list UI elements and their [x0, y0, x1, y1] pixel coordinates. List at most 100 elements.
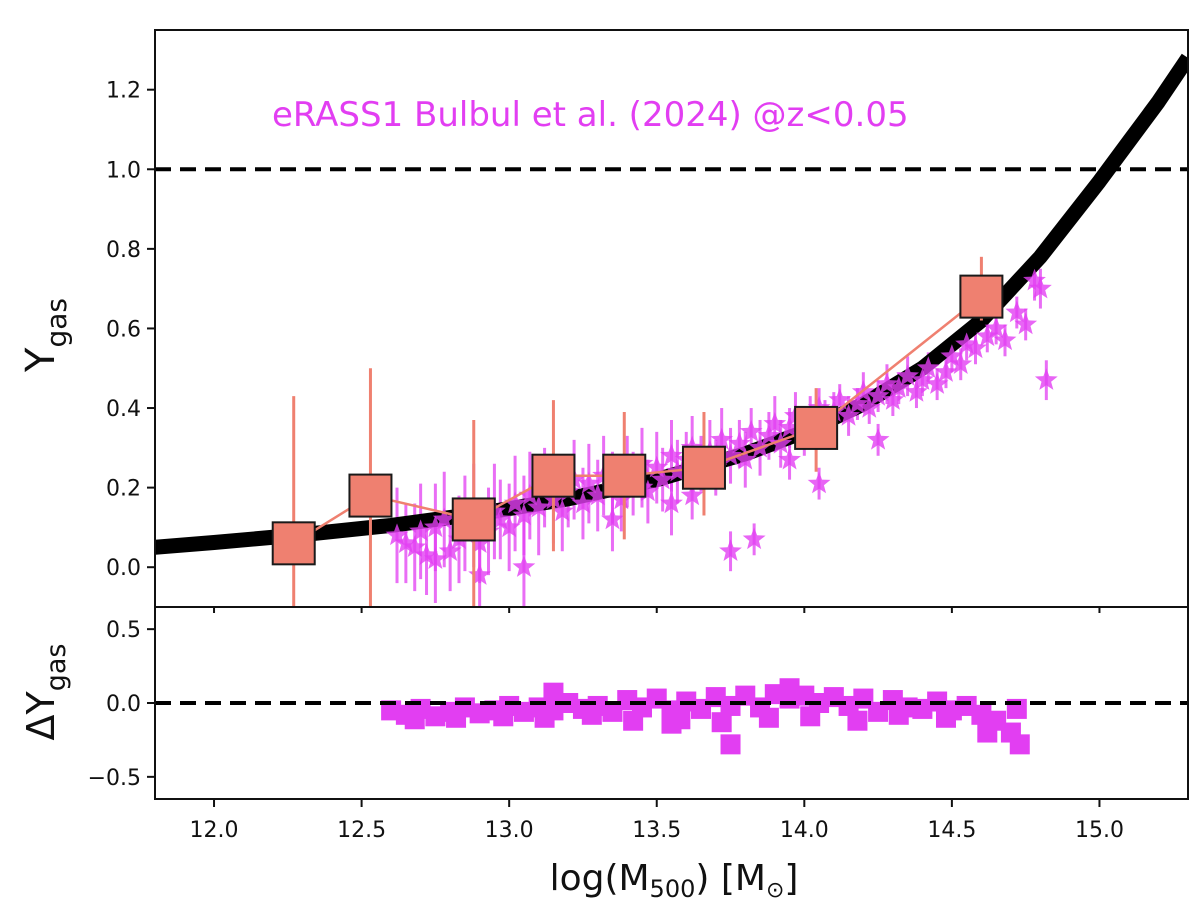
- top-yticks-layer: 0.0 0.2 0.4 0.6 0.8 1.0 1.2: [106, 79, 155, 581]
- top-ytick-label: 0.0: [106, 556, 141, 581]
- catalog-point: [1005, 300, 1029, 323]
- catalog-point: [415, 543, 438, 565]
- catalog-point: [955, 332, 979, 355]
- residual-point: [1009, 734, 1030, 755]
- top-ytick-label: 0.6: [106, 317, 141, 342]
- catalog-point: [742, 527, 766, 550]
- residual-points-layer: [381, 678, 1030, 755]
- binned-point: [794, 405, 839, 450]
- catalog-point: [601, 507, 624, 530]
- x-tick-label: 12.0: [190, 818, 239, 843]
- residual-point: [446, 707, 467, 728]
- residual-point: [779, 678, 800, 699]
- catalog-point: [925, 372, 949, 394]
- x-tick-label: 14.5: [927, 818, 976, 843]
- catalog-point: [609, 487, 633, 510]
- catalog-point: [403, 535, 427, 557]
- catalog-point: [527, 495, 551, 518]
- catalog-point: [645, 455, 669, 478]
- catalog-point: [940, 344, 964, 366]
- catalog-point: [881, 388, 905, 410]
- catalog-point: [719, 443, 742, 466]
- bottom-ylabel: ΔYgas: [19, 644, 72, 741]
- top-ytick-label: 1.2: [106, 79, 141, 104]
- bottom-ytick-label: −0.5: [88, 766, 141, 791]
- catalog-point: [866, 384, 890, 406]
- catalog-point: [503, 491, 527, 514]
- catalog-point: [828, 388, 852, 410]
- catalog-point: [975, 324, 999, 347]
- catalog-point: [757, 423, 781, 446]
- catalog-point: [807, 471, 831, 494]
- catalog-point: [916, 356, 940, 378]
- residual-point: [800, 706, 821, 727]
- x-axis-title: log(M500) [M⊙]: [550, 858, 799, 903]
- binned-point: [348, 473, 393, 518]
- catalog-point: [875, 372, 899, 394]
- top-panel: 0.0 0.2 0.4 0.6 0.8 1.0 1.2 eRASS1 Bulbul et a…: [18, 29, 1189, 608]
- catalog-point: [497, 515, 521, 538]
- catalog-point: [512, 503, 536, 526]
- binned-point: [959, 274, 1004, 319]
- residual-point: [404, 709, 425, 730]
- catalog-point: [571, 491, 595, 514]
- residual-point: [661, 713, 682, 734]
- binned-point: [602, 453, 647, 498]
- residual-point: [935, 707, 956, 728]
- catalog-point: [846, 392, 869, 414]
- x-label-symbol: ⊙: [766, 878, 784, 903]
- catalog-point: [934, 360, 958, 382]
- catalog-point: [1034, 368, 1058, 390]
- catalog-point: [636, 479, 660, 502]
- catalog-point: [739, 419, 763, 442]
- catalog-point: [409, 519, 432, 542]
- x-label-tail: ) [M: [695, 858, 766, 899]
- catalog-point: [488, 507, 512, 530]
- residual-point: [623, 710, 644, 731]
- x-tick-label: 13.0: [485, 818, 534, 843]
- catalog-point: [1029, 276, 1052, 299]
- bottom-ylabel-sub: gas: [41, 644, 72, 692]
- x-label-main: log(M: [550, 858, 650, 899]
- catalog-point: [769, 431, 793, 454]
- catalog-point: [512, 555, 536, 577]
- catalog-point: [993, 328, 1017, 351]
- catalog-point: [778, 415, 801, 438]
- annotation-text: eRASS1 Bulbul et al. (2024) @z<0.05: [272, 95, 909, 135]
- catalog-point: [887, 376, 911, 398]
- catalog-point: [733, 447, 757, 470]
- catalog-point: [468, 563, 492, 585]
- residual-point: [977, 722, 998, 743]
- x-tick-label: 14.0: [780, 818, 829, 843]
- catalog-point: [710, 427, 734, 450]
- bottom-ytick-label: 0.5: [106, 618, 141, 643]
- x-label-end: ]: [784, 858, 798, 899]
- catalog-point: [550, 499, 574, 522]
- catalog-point: [896, 364, 919, 386]
- catalog-point: [778, 447, 801, 470]
- catalog-point: [1023, 268, 1046, 291]
- catalog-point: [468, 531, 492, 553]
- top-ylabel-sub: gas: [40, 298, 73, 348]
- catalog-point: [763, 412, 787, 434]
- catalog-point: [424, 515, 447, 538]
- catalog-point: [728, 431, 751, 454]
- top-ylabel: Ygas: [18, 298, 73, 373]
- binned-point: [681, 445, 726, 490]
- top-ytick-label: 0.2: [106, 477, 141, 502]
- catalog-point: [911, 368, 934, 390]
- catalog-point: [905, 380, 928, 402]
- catalog-point: [586, 483, 610, 506]
- catalog-point: [394, 531, 418, 553]
- top-ytick-label: 0.4: [106, 397, 141, 422]
- binned-point: [271, 521, 316, 566]
- catalog-point: [577, 471, 601, 494]
- top-ytick-label: 1.0: [106, 158, 141, 183]
- binned-points-layer: [271, 256, 1004, 607]
- catalog-point: [866, 427, 890, 450]
- catalog-point: [680, 483, 704, 506]
- residual-point: [581, 704, 602, 725]
- catalog-point: [660, 443, 683, 466]
- residual-point: [720, 734, 741, 755]
- binned-point: [531, 453, 576, 498]
